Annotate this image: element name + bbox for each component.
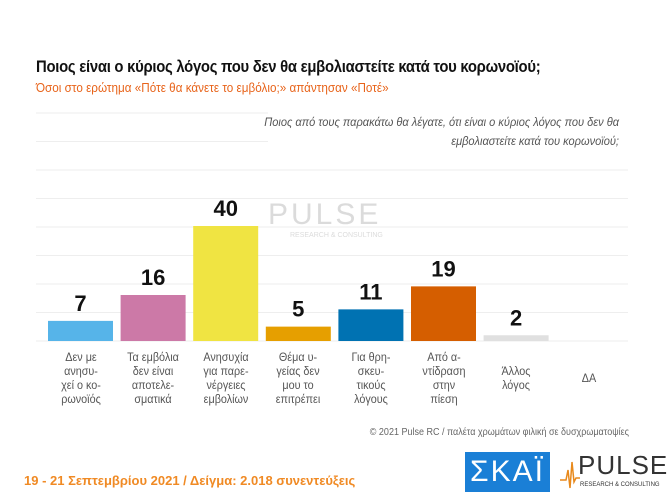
category-label-line: Τα εμβόλια: [127, 350, 179, 364]
data-label: 7: [74, 291, 86, 316]
category-label: Θέμα υ-γείας δεν μου το επιτρέπει: [266, 350, 331, 406]
data-label: 40: [213, 196, 237, 221]
category-label-line: τικούς: [356, 378, 386, 392]
category-label-line: Για θρη-: [351, 350, 391, 364]
category-label-line: επιτρέπει: [276, 392, 321, 406]
category-label-line: γείας δεν: [276, 364, 320, 378]
category-label-line: Από α-: [426, 350, 461, 364]
category-label-line: λόγος: [502, 378, 531, 392]
category-label-line: ρωνοϊός: [60, 392, 101, 406]
bar: [48, 320, 113, 341]
category-label-line: εμβολίων: [203, 392, 249, 406]
skai-logo: ΣΚΑΪ: [465, 452, 550, 492]
bar: [120, 295, 186, 341]
category-label-line: ανησυ-: [63, 364, 98, 378]
data-label: 16: [141, 265, 165, 290]
category-label: Τα εμβόλια δεν είναι αποτελε-σματικά: [121, 350, 186, 406]
category-label: Για θρη-σκευ-τικούς λόγους: [338, 350, 403, 406]
chart-title: Ποιος είναι ο κύριος λόγος που δεν θα εμ…: [36, 58, 541, 76]
data-label: 11: [359, 279, 382, 304]
pulse-watermark: PULSE RESEARCH & CONSULTING: [268, 198, 383, 239]
category-label-line: Άλλος: [501, 364, 531, 378]
data-label: 5: [292, 297, 304, 322]
category-label: Δεν με ανησυ-χεί ο κο-ρωνοϊός: [48, 350, 113, 406]
bar: [338, 309, 404, 341]
pulse-logo: PULSE RESEARCH & CONSULTING: [560, 450, 667, 492]
chart-subtitle: Όσοι στο ερώτημα «Πότε θα κάνετε το εμβό…: [36, 80, 389, 95]
category-label-line: πίεση: [429, 392, 458, 406]
data-label: 19: [431, 256, 455, 281]
category-label-line: μου το: [282, 378, 314, 392]
category-label-line: στην: [432, 378, 455, 392]
bar: [193, 226, 259, 341]
category-label-line: δεν είναι: [132, 364, 174, 378]
category-label-line: Δεν με: [64, 350, 97, 364]
category-label-line: σματικά: [134, 392, 172, 406]
bar: [265, 326, 331, 341]
category-label-line: λόγους: [354, 392, 388, 406]
question-text: Ποιος από τους παρακάτω θα λέγατε, ότι ε…: [264, 115, 619, 148]
bar: [411, 286, 476, 341]
category-label-line: σκευ-: [357, 364, 385, 378]
bar: [483, 335, 549, 341]
footer-text: 19 - 21 Σεπτεμβρίου 2021 / Δείγμα: 2.018…: [24, 473, 356, 488]
category-label-line: χεί ο κο-: [60, 378, 101, 392]
category-label-line: για παρε-: [203, 364, 249, 378]
credit-text: © 2021 Pulse RC / παλέτα χρωμάτων φιλική…: [369, 427, 629, 438]
category-label: Από α-ντίδραση στην πίεση: [411, 350, 476, 406]
data-label: 2: [510, 305, 522, 330]
category-label: Ανησυχία για παρε-νέργειες εμβολίων: [193, 350, 258, 406]
category-label: ΔΑ: [556, 371, 621, 385]
category-label-line: ντίδραση: [421, 364, 466, 378]
category-label-line: Ανησυχία: [203, 350, 249, 364]
category-label-line: αποτελε-: [131, 378, 175, 392]
category-label-line: νέργειες: [206, 378, 246, 392]
category-label-line: ΔΑ: [581, 371, 596, 385]
category-label: Άλλος λόγος: [484, 364, 549, 392]
category-label-line: Θέμα υ-: [279, 350, 318, 364]
